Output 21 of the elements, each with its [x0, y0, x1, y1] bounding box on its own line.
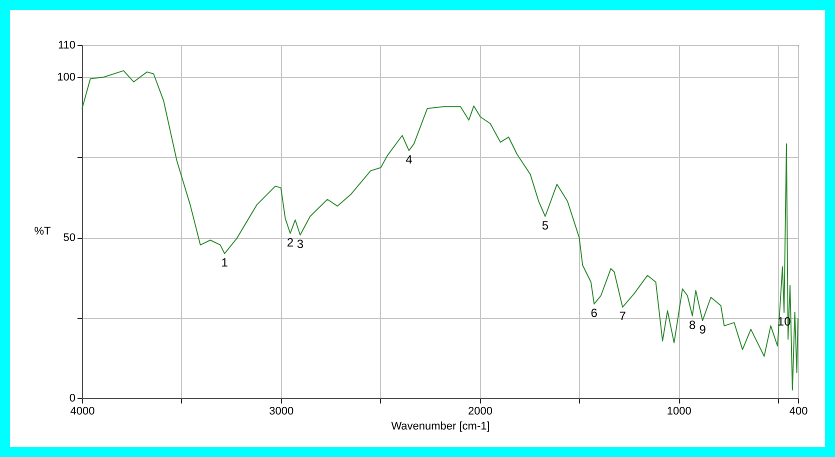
- x-tick-label: 4000: [70, 406, 95, 418]
- annotation: 6: [590, 306, 598, 320]
- y-tick-label: 110: [58, 40, 76, 52]
- y-tick-label: 50: [63, 232, 76, 244]
- y-tick-label: 0: [69, 392, 76, 404]
- annotation: 4: [406, 152, 413, 167]
- annotation: 9: [699, 322, 706, 337]
- y-tick-label: 100: [57, 72, 76, 84]
- x-tick-label: 400: [789, 406, 808, 418]
- line-series: [82, 70, 798, 390]
- annotation: 2: [286, 235, 294, 250]
- annotation: 8: [689, 318, 696, 332]
- x-tick-label: 1000: [666, 406, 692, 418]
- annotation: 1: [221, 256, 228, 270]
- annotation: 7: [619, 309, 626, 324]
- annotation: 3: [296, 236, 304, 251]
- x-tick-label: 2000: [468, 406, 493, 418]
- annotation: 5: [542, 218, 549, 232]
- y-axis-title: %T: [34, 226, 52, 238]
- x-axis-title: Wavenumber [cm-1]: [391, 420, 490, 432]
- x-tick-label: 3000: [269, 406, 294, 418]
